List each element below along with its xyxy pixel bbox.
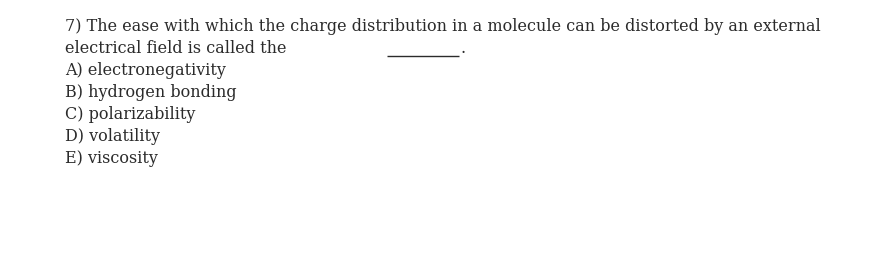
Text: E) viscosity: E) viscosity bbox=[65, 150, 158, 167]
Text: .: . bbox=[460, 40, 466, 57]
Text: 7) The ease with which the charge distribution in a molecule can be distorted by: 7) The ease with which the charge distri… bbox=[65, 18, 821, 35]
Text: D) volatility: D) volatility bbox=[65, 128, 160, 145]
Text: electrical field is called the: electrical field is called the bbox=[65, 40, 292, 57]
Text: B) hydrogen bonding: B) hydrogen bonding bbox=[65, 84, 237, 101]
Text: A) electronegativity: A) electronegativity bbox=[65, 62, 226, 79]
Text: C) polarizability: C) polarizability bbox=[65, 106, 196, 123]
